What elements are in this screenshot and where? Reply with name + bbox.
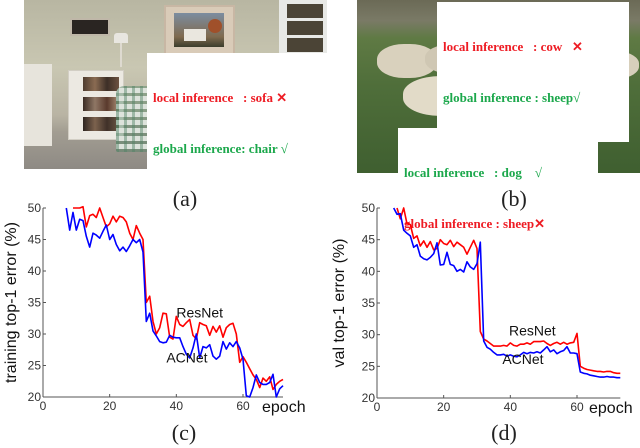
y-axis-label: training top-1 error (%) [3,222,20,383]
x-tick-label: 40 [504,400,518,414]
global-inference-label: global inference: chair √ [153,141,288,156]
caption-c: (c) [171,420,197,445]
mantel [24,64,52,146]
y-tick-label: 50 [28,201,42,215]
x-tick-label: 0 [374,400,381,414]
y-tick-label: 45 [362,233,376,247]
x-tick-label: 60 [570,400,584,414]
annotation-resnet: ResNet [176,305,223,321]
x-tick-label: 40 [170,399,184,413]
series-resnet [396,207,621,375]
y-tick-label: 25 [28,359,42,373]
series-acnet [65,207,284,398]
y-tick-label: 20 [28,390,42,404]
series-acnet [392,207,621,379]
x-tick-label: 20 [103,399,117,413]
y-tick-label: 45 [28,233,42,247]
x-axis-label: epoch [262,399,306,416]
wall-painting [164,5,235,57]
y-tick-label: 30 [28,327,42,341]
global-inference-label: global inference : sheep✕ [404,216,546,231]
x-axis-label: epoch [589,400,633,417]
panel-a-inference-labels: local inference : sofa ✕ global inferenc… [147,53,337,193]
x-tick-label: 60 [236,399,250,413]
panel-b-top-inference-labels: local inference : cow ✕ global inference… [437,2,629,142]
caption-b: (b) [501,186,527,211]
y-tick-label: 40 [362,264,376,278]
x-tick-label: 20 [437,400,451,414]
bookshelf [68,70,124,140]
y-tick-label: 40 [28,264,42,278]
global-inference-label: global inference : sheep√ [443,90,581,105]
small-frame [70,18,110,36]
series-resnet [73,205,284,391]
local-inference-label: local inference : sofa ✕ [153,90,288,105]
panel-b: local inference : cow ✕ global inference… [350,0,640,268]
caption-d: (d) [491,420,517,445]
caption-a: (a) [172,186,198,211]
y-tick-label: 50 [362,201,376,215]
annotation-acnet: ACNet [166,349,207,365]
y-tick-label: 35 [28,296,42,310]
local-inference-label: local inference : cow ✕ [443,39,583,54]
y-tick-label: 35 [362,296,376,310]
y-tick-label: 20 [362,391,376,405]
local-inference-label: local inference : dog √ [404,165,542,180]
panel-a: local inference : sofa ✕ global inferenc… [0,0,340,220]
y-axis-label: val top-1 error (%) [331,239,348,368]
annotation-acnet: ACNet [502,351,543,367]
x-tick-label: 0 [40,399,47,413]
lamp [114,33,128,43]
y-tick-label: 25 [362,359,376,373]
y-tick-label: 30 [362,328,376,342]
annotation-resnet: ResNet [509,322,556,338]
